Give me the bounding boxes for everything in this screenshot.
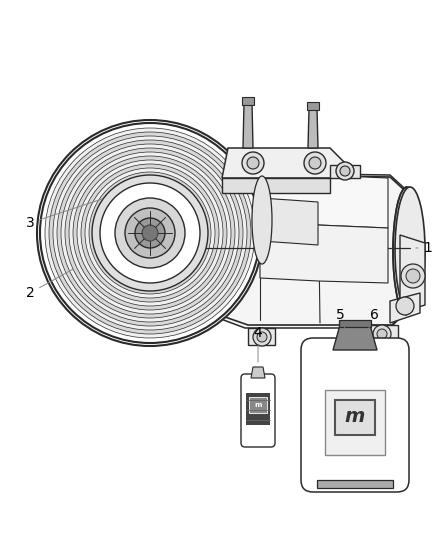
Circle shape	[92, 175, 208, 291]
Polygon shape	[308, 108, 318, 148]
Circle shape	[77, 160, 223, 306]
Circle shape	[257, 332, 267, 342]
FancyBboxPatch shape	[241, 374, 275, 447]
Circle shape	[304, 152, 326, 174]
Circle shape	[396, 297, 414, 315]
Polygon shape	[390, 293, 420, 323]
Circle shape	[73, 156, 227, 310]
Polygon shape	[317, 480, 393, 488]
Polygon shape	[400, 235, 425, 313]
Circle shape	[340, 166, 350, 176]
Circle shape	[242, 152, 264, 174]
Text: 2: 2	[26, 269, 73, 300]
Text: 3: 3	[26, 199, 102, 230]
Circle shape	[309, 157, 321, 169]
Polygon shape	[243, 103, 253, 148]
Polygon shape	[307, 102, 319, 110]
Circle shape	[81, 164, 219, 302]
Polygon shape	[330, 165, 360, 178]
Polygon shape	[251, 367, 265, 378]
Circle shape	[377, 329, 387, 339]
FancyBboxPatch shape	[335, 400, 375, 435]
Polygon shape	[222, 178, 330, 193]
Text: m: m	[254, 402, 261, 408]
Polygon shape	[165, 175, 413, 325]
FancyBboxPatch shape	[249, 397, 267, 413]
Polygon shape	[222, 148, 360, 178]
Circle shape	[142, 225, 158, 241]
Ellipse shape	[393, 187, 421, 315]
Polygon shape	[242, 97, 254, 105]
Text: m: m	[345, 408, 365, 426]
Circle shape	[49, 132, 251, 334]
Polygon shape	[333, 325, 377, 350]
Circle shape	[93, 176, 207, 290]
Circle shape	[100, 183, 200, 283]
Circle shape	[37, 120, 263, 346]
Circle shape	[247, 157, 259, 169]
Polygon shape	[260, 225, 388, 283]
Circle shape	[336, 162, 354, 180]
Circle shape	[125, 208, 175, 258]
Circle shape	[53, 136, 247, 330]
Circle shape	[57, 140, 243, 326]
Text: 4: 4	[254, 326, 262, 362]
Circle shape	[61, 144, 239, 322]
Circle shape	[45, 128, 255, 338]
Circle shape	[135, 218, 165, 248]
Polygon shape	[248, 328, 275, 345]
Circle shape	[65, 148, 235, 318]
Polygon shape	[260, 175, 388, 228]
FancyBboxPatch shape	[246, 393, 270, 425]
Circle shape	[406, 269, 420, 283]
Polygon shape	[339, 320, 371, 327]
FancyBboxPatch shape	[325, 390, 385, 455]
Ellipse shape	[395, 187, 425, 313]
Text: 1: 1	[416, 241, 432, 255]
Ellipse shape	[252, 176, 272, 264]
Circle shape	[373, 325, 391, 343]
Circle shape	[85, 168, 215, 298]
Polygon shape	[260, 198, 318, 245]
Circle shape	[115, 198, 185, 268]
Circle shape	[89, 172, 211, 294]
Text: 6: 6	[366, 308, 378, 335]
Polygon shape	[365, 325, 398, 343]
Circle shape	[69, 152, 231, 314]
Circle shape	[253, 328, 271, 346]
Polygon shape	[170, 173, 415, 328]
Text: 5: 5	[336, 308, 347, 335]
Circle shape	[401, 264, 425, 288]
FancyBboxPatch shape	[301, 338, 409, 492]
